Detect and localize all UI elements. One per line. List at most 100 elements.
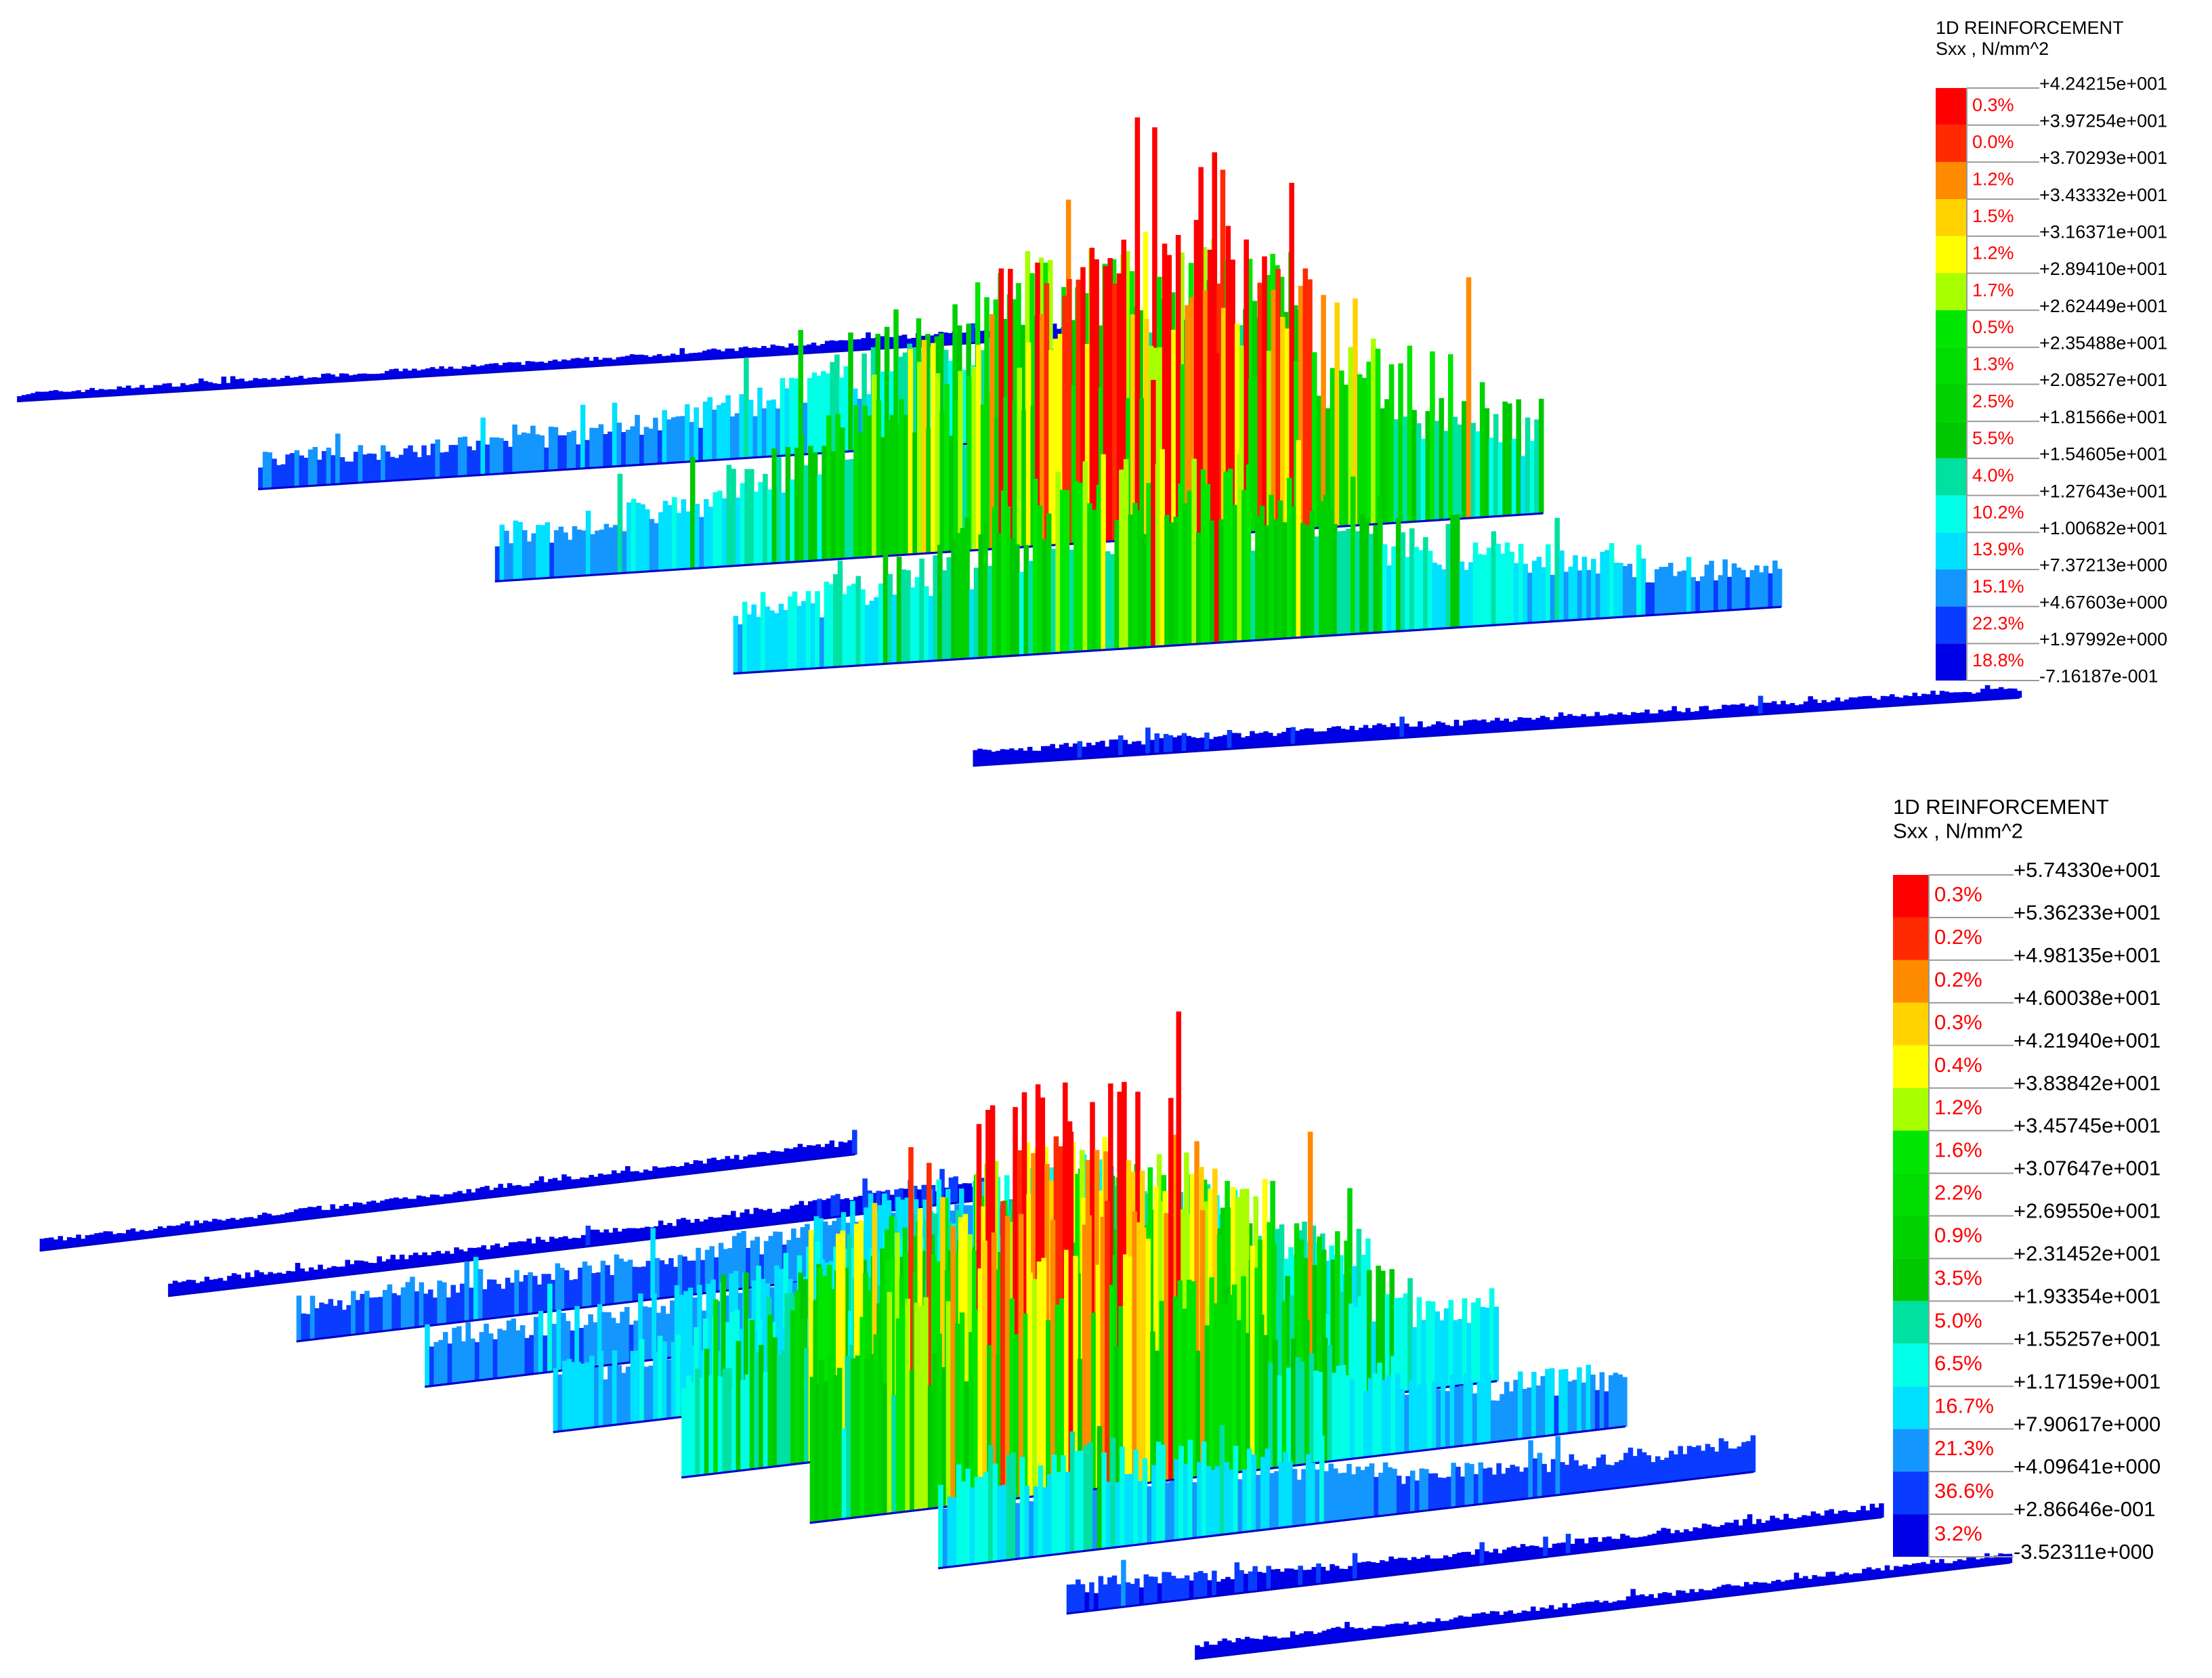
bar-3d: [472, 1247, 477, 1260]
bar-3d: [58, 1236, 63, 1249]
bar-3d: [625, 1367, 631, 1424]
bar-3d: [1652, 1533, 1657, 1545]
bar-3d: [1777, 568, 1783, 607]
bar-3d: [1436, 1390, 1441, 1449]
bar-3d: [1541, 1463, 1547, 1497]
bar-3d: [263, 1274, 269, 1285]
bar-3d: [1339, 1291, 1345, 1400]
bar-3d: [765, 347, 771, 356]
bar-3d: [633, 1320, 639, 1362]
bar-3d: [1506, 1547, 1512, 1562]
bar-3d: [295, 1262, 301, 1281]
bar-3d: [936, 1179, 941, 1266]
bar-3d: [525, 361, 531, 370]
bar-3d: [1103, 1584, 1108, 1610]
bar-3d: [1069, 549, 1074, 653]
bar-3d: [590, 1229, 595, 1247]
bar-3d: [740, 483, 746, 565]
bar-3d: [1860, 1505, 1866, 1520]
bar-3d: [1434, 1311, 1441, 1389]
bar-3d: [804, 1348, 809, 1463]
bar-3d: [471, 1192, 476, 1200]
bar-3d: [1056, 1471, 1061, 1555]
bar-3d: [857, 1195, 864, 1215]
bar-3d: [1431, 1381, 1437, 1450]
bar-3d: [239, 379, 245, 388]
bar-3d: [1071, 1584, 1076, 1614]
bar-3d: [1588, 1537, 1594, 1552]
bar-3d: [855, 576, 862, 666]
bar-3d: [1789, 1579, 1795, 1589]
bar-3d: [1354, 730, 1359, 741]
bar-3d: [1298, 1239, 1304, 1405]
bar-3d: [180, 1223, 186, 1234]
bar-3d: [1490, 1400, 1496, 1443]
bar-3d: [1751, 1524, 1758, 1533]
bar-3d: [1949, 692, 1954, 703]
bar-3d: [1414, 1480, 1420, 1512]
bar-3d: [1314, 536, 1319, 637]
bar-3d: [522, 1241, 528, 1255]
bar-3d: [1225, 1180, 1230, 1353]
bar-3d: [812, 1200, 818, 1220]
bar-3d: [171, 387, 177, 392]
bar-3d: [778, 1268, 784, 1346]
bar-3d: [381, 1261, 387, 1271]
bar-3d: [1563, 572, 1569, 621]
bar-3d: [720, 1159, 726, 1170]
bar-3d: [792, 345, 799, 354]
bar-3d: [1445, 1391, 1451, 1448]
bar-3d: [1250, 1245, 1256, 1471]
bar-3d: [918, 1306, 924, 1511]
bar-3d: [689, 457, 696, 569]
bar-3d: [849, 459, 855, 559]
bar-3d: [1479, 382, 1485, 518]
bar-3d: [562, 1360, 568, 1432]
legend-swatch: [1893, 1429, 1929, 1472]
bar-3d: [888, 337, 894, 349]
bar-3d: [610, 1274, 615, 1305]
bar-3d: [1046, 513, 1052, 654]
bar-3d: [1816, 702, 1823, 711]
bar-3d: [221, 377, 227, 389]
bar-3d: [1210, 520, 1215, 643]
bar-3d: [266, 379, 272, 386]
bar-3d: [1907, 695, 1913, 705]
bar-3d: [1758, 572, 1764, 609]
bar-3d: [666, 1166, 671, 1177]
bar-3d: [1709, 1446, 1715, 1478]
bar-3d: [348, 375, 354, 381]
bar-3d: [1254, 1268, 1260, 1471]
bar-3d: [516, 362, 522, 371]
bar-3d: [620, 1170, 626, 1182]
bar-3d: [897, 335, 903, 348]
bar-3d: [1793, 1572, 1800, 1589]
bar-3d: [688, 353, 694, 361]
bar-3d: [620, 1312, 625, 1364]
bar-3d: [1168, 1098, 1174, 1481]
bar-3d: [1511, 1546, 1516, 1562]
bar-3d: [809, 1377, 815, 1523]
bar-3d: [1839, 1574, 1845, 1583]
legend-level: +2.89410e+001: [2039, 259, 2167, 279]
bar-3d: [882, 552, 889, 664]
bar-3d: [1252, 1566, 1258, 1592]
bar-3d: [368, 1297, 375, 1333]
bar-3d: [588, 1314, 593, 1368]
bar-3d: [417, 457, 423, 479]
bar-3d: [1196, 532, 1201, 645]
bar-3d: [326, 448, 332, 486]
bar-3d: [1230, 259, 1235, 534]
bar-3d: [763, 473, 768, 564]
bar-3d: [1367, 1628, 1373, 1639]
bar-3d: [1195, 737, 1201, 752]
bar-3d: [777, 1232, 783, 1285]
bar-3d: [911, 338, 916, 347]
bar-3d: [1575, 1539, 1580, 1554]
bar-3d: [1078, 483, 1084, 652]
bar-3d: [903, 414, 909, 555]
bar-3d: [1258, 1639, 1264, 1652]
bar-3d: [299, 1268, 305, 1281]
bar-3d: [130, 1228, 136, 1240]
bar-3d: [1680, 712, 1686, 720]
